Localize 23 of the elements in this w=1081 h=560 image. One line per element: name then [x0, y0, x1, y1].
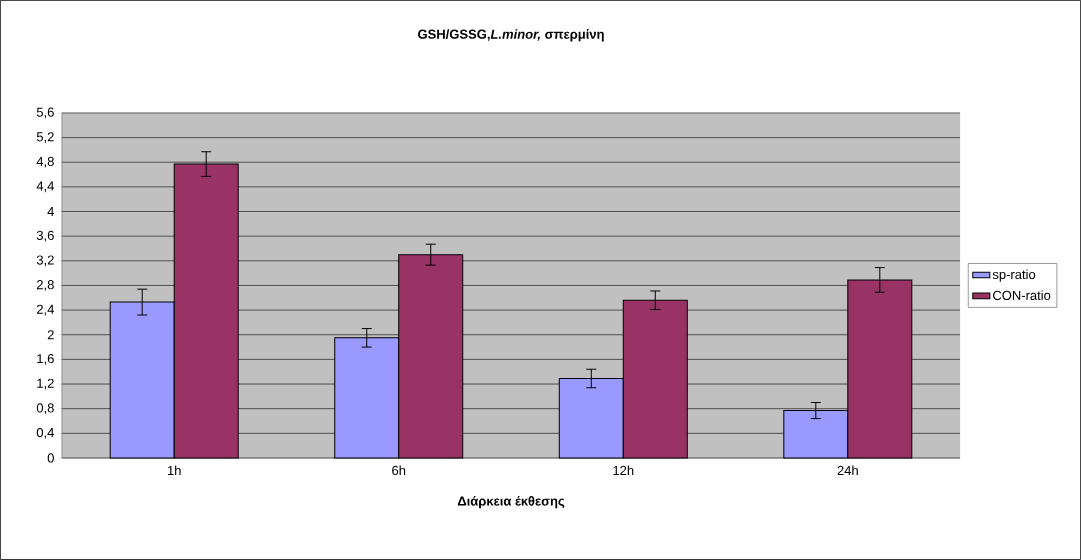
x-tick-label: 6h — [392, 465, 406, 476]
x-tick-label: 1h — [167, 465, 181, 475]
legend-label: CON-ratio — [993, 290, 1051, 301]
y-tick-label: 4,8 — [36, 156, 54, 168]
y-tick-label: 0,8 — [36, 403, 54, 415]
chart-title: GSH/GSSG,L.minor, σπερμίνη — [418, 29, 604, 42]
y-tick-label: 2 — [47, 330, 54, 340]
y-tick-label: 3,2 — [36, 255, 54, 267]
x-axis-title: Διάρκεια έκθεσης — [457, 495, 565, 509]
y-tick-label: 1,2 — [37, 378, 54, 390]
x-tick-label: 12h — [613, 465, 634, 475]
y-tick-label: 3,6 — [36, 230, 54, 242]
y-tick-label: 2,4 — [36, 304, 55, 316]
y-tick-label: 0,4 — [36, 428, 55, 439]
y-tick-label: 4,4 — [36, 181, 55, 193]
y-tick-label: 0 — [47, 453, 54, 463]
y-tick-label: 2,8 — [36, 280, 54, 291]
x-tick-label: 24h — [837, 465, 858, 475]
y-tick-label: 1,6 — [37, 354, 54, 365]
y-tick-label: 5,6 — [36, 107, 54, 119]
y-tick-label: 4 — [47, 207, 55, 217]
y-tick-label: 5,2 — [36, 132, 54, 143]
legend-label: sp-ratio — [992, 269, 1036, 282]
